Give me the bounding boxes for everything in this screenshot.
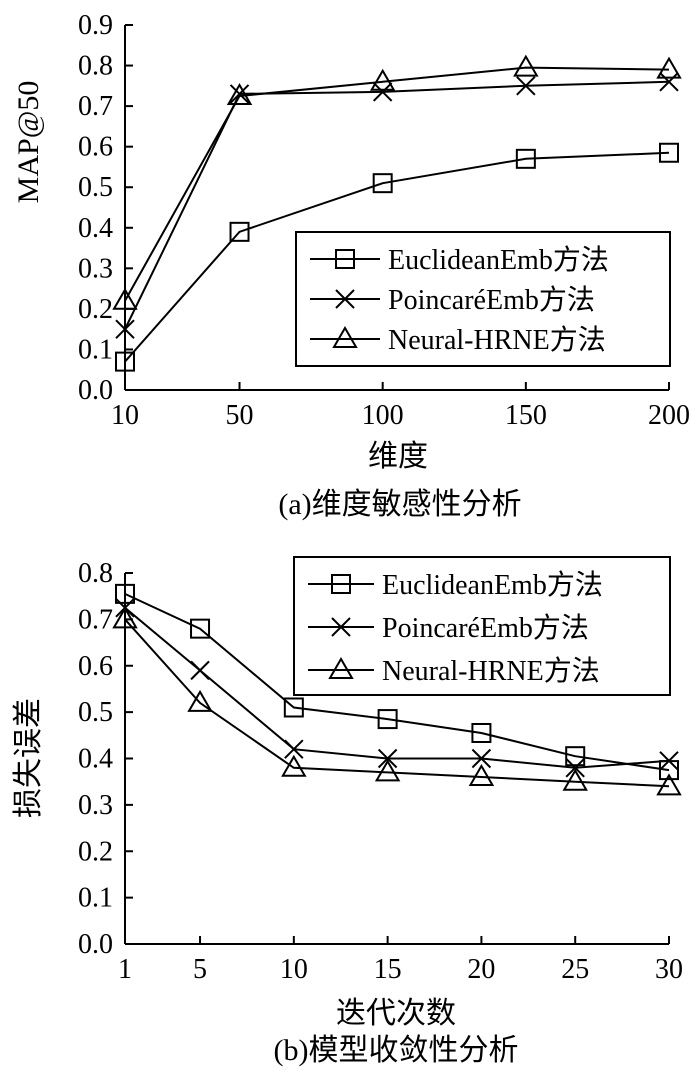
panel-b-y-tick-label: 0.7 [78, 604, 113, 635]
panel-a-legend-label: EuclideanEmb方法 [388, 244, 609, 276]
panel-b-x-tick-label: 30 [655, 954, 683, 985]
panel-b-legend-marker-square [331, 574, 351, 594]
panel-a-caption: (a)维度敏感性分析 [278, 488, 521, 521]
panel-b-series-line-triangle [124, 618, 670, 788]
panel-b-legend-label: Neural-HRNE方法 [382, 655, 600, 687]
panel-a-legend-marker-x [335, 289, 355, 309]
panel-a-ylabel: MAP@50 [12, 81, 45, 204]
panel-b-x-tick-label: 5 [193, 954, 207, 985]
panel-b-point-square [377, 709, 398, 730]
panel-b-x-tick-label: 25 [561, 954, 589, 985]
panel-a-legend-label: Neural-HRNE方法 [388, 324, 606, 356]
panel-a-legend-label: PoincaréEmb方法 [388, 284, 595, 316]
panel-a-point-triangle [513, 54, 539, 77]
panel-b-point-square [283, 697, 304, 718]
panel-b-y-tick-label: 0.3 [78, 790, 113, 821]
panel-b-point-square [190, 618, 211, 639]
panel-a: MAP@50 维度 (a)维度敏感性分析 0.0 0.1 0.2 0.3 0.4 0.5 0… [12, 10, 690, 521]
panel-a-point-triangle [656, 56, 682, 79]
panel-b-legend-marker-x [331, 617, 351, 637]
panel-b-x-tick-label: 1 [118, 954, 132, 985]
panel-a-point-square [515, 148, 536, 169]
panel-b-point-triangle [281, 754, 307, 777]
panel-a-point-square [229, 221, 250, 242]
panel-b-point-x [659, 751, 679, 771]
panel-a-x-tick-label: 100 [362, 400, 404, 431]
panel-b: 损失误差 迭代次数 (b)模型收敛性分析 0.0 0.1 0.2 0.3 0.4 0.5 0… [12, 556, 683, 1067]
panel-b-y-tick-label: 0.0 [78, 929, 113, 960]
panel-b-x-tick-label: 20 [467, 954, 495, 985]
panel-a-legend-marker-triangle [332, 326, 358, 348]
panel-b-legend-marker-triangle [328, 657, 354, 679]
panel-b-ylabel: 损失误差 [12, 698, 45, 818]
panel-b-legend: EuclideanEmb方法 PoincaréEmb方法 Neural-HRNE方法 [293, 556, 671, 696]
panel-b-y-tick-label: 0.4 [78, 744, 113, 775]
panel-a-x-tick-label: 10 [111, 400, 139, 431]
panel-b-point-x [377, 748, 398, 769]
panel-a-x-tick-label: 150 [505, 400, 547, 431]
panel-b-x-tick-label: 10 [280, 954, 308, 985]
panel-a-y-tick-label: 0.8 [78, 51, 113, 82]
panel-a-y-tick-label: 0.9 [78, 10, 113, 41]
panel-b-point-triangle [468, 764, 495, 787]
panel-a-x-tick-label: 50 [226, 400, 254, 431]
panel-b-point-triangle [374, 759, 401, 782]
panel-b-point-triangle [112, 606, 138, 629]
panel-b-legend-label: EuclideanEmb方法 [382, 569, 603, 601]
panel-a-point-triangle [112, 287, 138, 310]
panel-b-legend-label: PoincaréEmb方法 [382, 612, 589, 644]
panel-b-y-tick-label: 0.8 [78, 558, 113, 589]
panel-b-point-triangle [562, 768, 588, 791]
panel-a-y-tick-label: 0.4 [78, 213, 113, 244]
panel-b-point-x [565, 758, 585, 778]
panel-a-point-x [115, 319, 135, 339]
panel-b-caption: (b)模型收敛性分析 [274, 1034, 519, 1067]
panel-a-point-square [659, 142, 679, 163]
panel-b-point-square [565, 746, 586, 767]
panel-b-point-triangle [656, 773, 682, 796]
panel-a-y-tick-label: 0.5 [78, 172, 113, 203]
panel-a-legend-marker-square [335, 249, 355, 269]
panel-a-y-tick-label: 0.0 [78, 375, 113, 406]
panel-a-point-x [516, 76, 536, 96]
panel-a-legend: EuclideanEmb方法 PoincaréEmb方法 Neural-HRNE方法 [295, 231, 671, 367]
panel-a-point-x [372, 82, 393, 102]
panel-b-x-tick-label: 15 [374, 954, 402, 985]
panel-a-y-tick-label: 0.2 [78, 294, 113, 325]
panel-a-x-tick-label: 200 [648, 400, 690, 431]
panel-a-point-triangle [369, 68, 396, 91]
panel-b-xlabel: 迭代次数 [336, 997, 456, 1030]
panel-a-y-tick-label: 0.7 [78, 91, 113, 122]
panel-b-y-tick-label: 0.5 [78, 697, 113, 728]
panel-a-y-tick-label: 0.6 [78, 132, 113, 163]
panel-a-point-triangle [226, 82, 253, 105]
panel-a-point-square [372, 173, 393, 194]
panel-b-point-x [284, 739, 304, 759]
panel-a-xlabel: 维度 [368, 440, 428, 473]
panel-b-point-square [471, 722, 492, 743]
panel-b-series-line-square [124, 592, 670, 772]
panel-b-point-x [190, 660, 210, 681]
panel-a-y-tick-label: 0.1 [78, 334, 113, 365]
panel-a-series-line-triangle [124, 66, 670, 302]
panel-b-point-x [471, 748, 492, 769]
panel-a-point-x [229, 84, 250, 104]
panel-b-y-tick-label: 0.6 [78, 651, 113, 682]
panel-b-y-tick-label: 0.2 [78, 836, 113, 867]
panel-b-y-tick-label: 0.1 [78, 883, 113, 914]
panel-b-point-square [115, 583, 135, 604]
panel-b-point-triangle [187, 689, 213, 712]
panel-a-point-x [659, 72, 679, 92]
panel-a-point-square [115, 351, 135, 372]
panel-a-series-line-square [124, 151, 670, 363]
panel-a-y-tick-label: 0.3 [78, 253, 113, 284]
